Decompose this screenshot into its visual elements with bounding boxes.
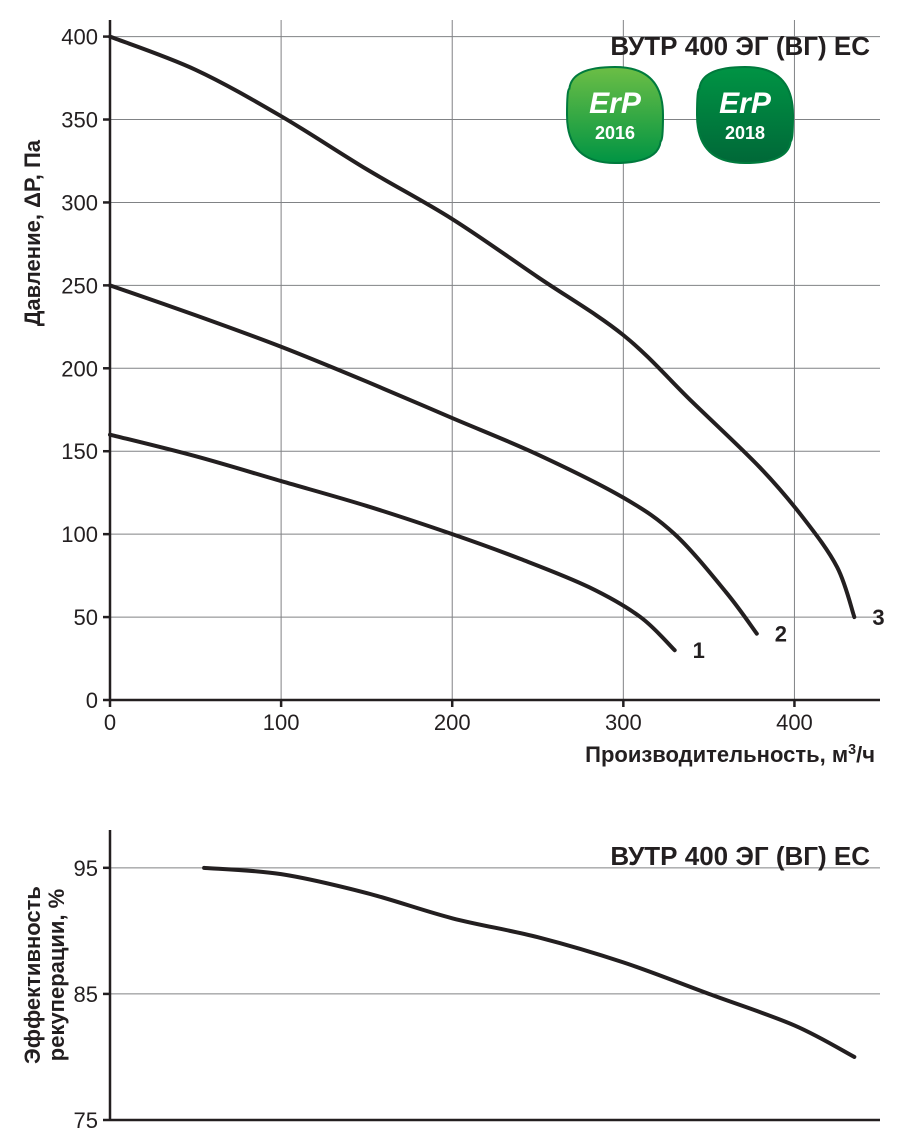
- erp-badge: ErP 2018: [697, 67, 793, 163]
- y-tick-label: 350: [61, 108, 98, 133]
- x-axis-label: Производительность, м3/ч: [585, 742, 875, 767]
- y-tick-label: 300: [61, 190, 98, 215]
- curve-label: 3: [872, 605, 884, 630]
- chart-title: ВУТР 400 ЭГ (ВГ) ЕС: [610, 841, 870, 871]
- y-tick-label: 200: [61, 356, 98, 381]
- curve-label: 1: [693, 638, 705, 663]
- y-tick-label: 100: [61, 522, 98, 547]
- erp-year: 2016: [595, 123, 635, 143]
- erp-text: ErP: [719, 87, 772, 120]
- y-tick-label: 75: [74, 1108, 98, 1133]
- y-tick-label: 95: [74, 856, 98, 881]
- chart-title: ВУТР 400 ЭГ (ВГ) ЕС: [610, 31, 870, 61]
- pressure-chart: 0 50 100 150 200 250 300 350 400 0 100 200 300 400 1 2 3…: [20, 20, 885, 767]
- curve: [110, 435, 675, 651]
- erp-badge: ErP 2016: [567, 67, 663, 163]
- x-tick-label: 100: [263, 710, 300, 735]
- x-tick-label: 400: [776, 710, 813, 735]
- x-tick-label: 200: [434, 710, 471, 735]
- erp-year: 2018: [725, 123, 765, 143]
- y-tick-label: 0: [86, 688, 98, 713]
- y-axis-label: Давление, ΔP, Па: [20, 139, 45, 326]
- y-tick-label: 400: [61, 25, 98, 50]
- y-tick-label: 50: [74, 605, 98, 630]
- y-axis-label: Эффективностьрекуперации, %: [20, 886, 69, 1064]
- y-tick-label: 150: [61, 439, 98, 464]
- curve-label: 2: [775, 622, 787, 647]
- x-tick-label: 0: [104, 710, 116, 735]
- efficiency-chart: 75 85 95 ВУТР 400 ЭГ (ВГ) ЕС Эффективностьре…: [20, 830, 880, 1133]
- x-tick-label: 300: [605, 710, 642, 735]
- curve: [204, 868, 854, 1057]
- erp-text: ErP: [589, 87, 642, 120]
- y-tick-label: 85: [74, 982, 98, 1007]
- y-tick-label: 250: [61, 273, 98, 298]
